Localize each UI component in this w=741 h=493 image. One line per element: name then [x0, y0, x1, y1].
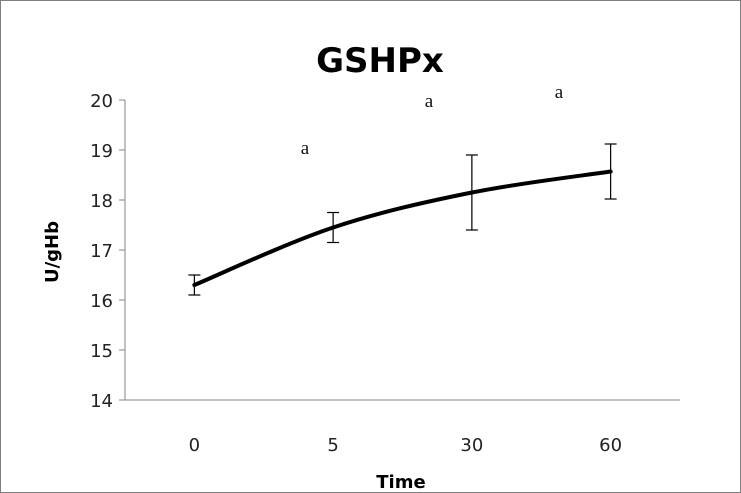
x-tick-label: 0: [189, 435, 200, 456]
x-axis-title: Time: [376, 472, 425, 493]
chart-title: GSHPx: [316, 41, 444, 81]
annotation-label: a: [555, 82, 564, 103]
y-tick-label: 16: [90, 291, 113, 312]
annotation-label: a: [301, 138, 310, 159]
series-line-group: [192, 169, 613, 287]
y-tick-label: 15: [90, 341, 113, 362]
y-tick-label: 19: [90, 141, 113, 162]
series-line: [192, 169, 613, 287]
y-tick-label: 20: [90, 91, 113, 112]
annotation-label: a: [425, 91, 434, 112]
y-ticks: 20 19 18 17 16 15 14: [90, 91, 125, 412]
annotations: a a a: [301, 82, 564, 159]
y-tick-label: 14: [90, 391, 113, 412]
x-tick-label: 5: [327, 435, 338, 456]
y-tick-label: 17: [90, 241, 113, 262]
y-tick-label: 18: [90, 191, 113, 212]
x-tick-label: 30: [460, 435, 483, 456]
y-axis-title: U/gHb: [42, 221, 63, 283]
x-tick-label: 60: [599, 435, 622, 456]
x-ticks: 0 5 30 60: [189, 435, 622, 456]
error-bars: [188, 143, 617, 296]
